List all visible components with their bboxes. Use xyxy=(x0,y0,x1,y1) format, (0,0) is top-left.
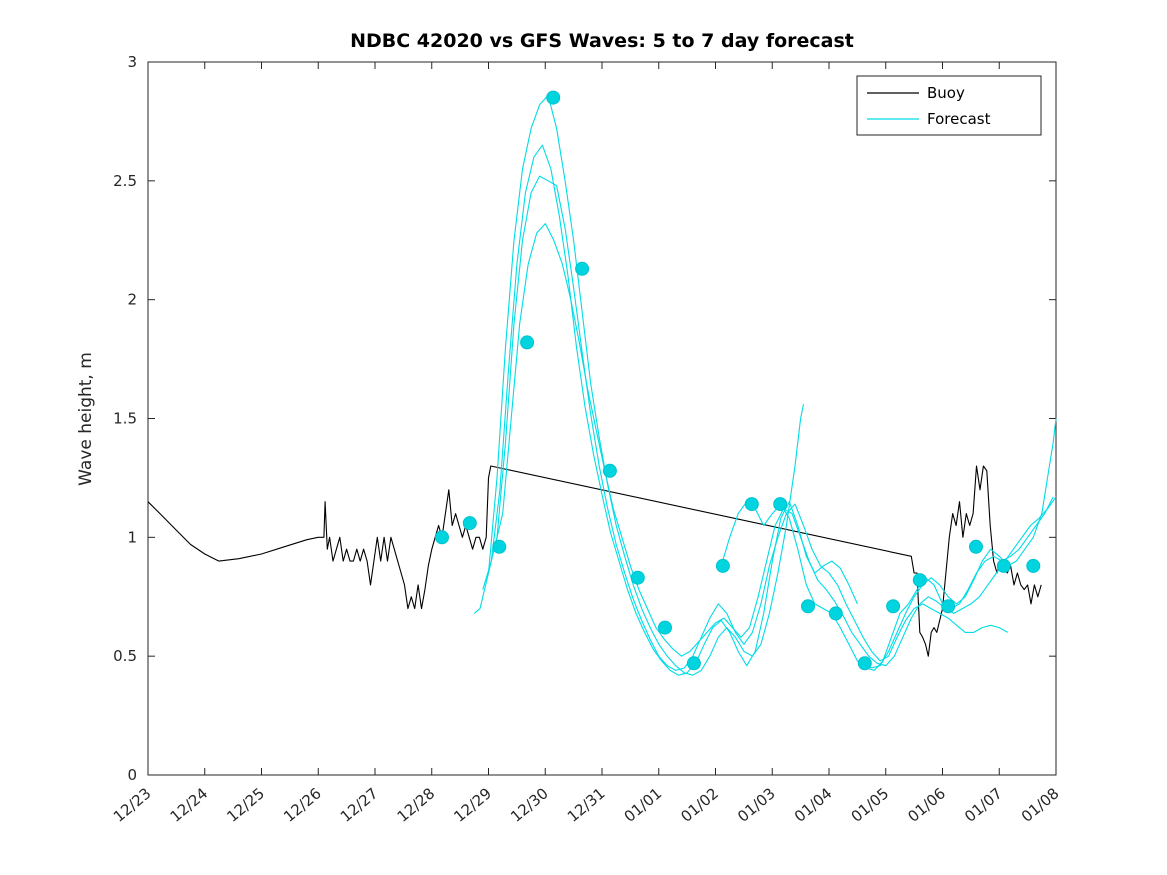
y-tick-label: 2.5 xyxy=(113,172,137,190)
series-buoy xyxy=(147,465,1042,657)
x-tick-label: 12/25 xyxy=(223,784,268,826)
x-tick-label: 12/23 xyxy=(110,784,155,826)
forecast-marker xyxy=(715,558,730,573)
forecast-marker xyxy=(492,539,507,554)
forecast-marker xyxy=(546,90,561,105)
plot-area: 12/23 12/24 12/25 12/26 12/27 12/28 12/29 12/30… xyxy=(110,53,1063,826)
forecast-marker xyxy=(801,599,815,614)
x-tick-label: 01/04 xyxy=(791,784,836,826)
series-forecast-run-2 xyxy=(482,144,858,676)
x-tick-label: 12/26 xyxy=(280,784,325,826)
forecast-marker xyxy=(435,530,449,545)
forecast-marker xyxy=(969,539,983,554)
y-tick-label: 1.5 xyxy=(113,410,137,428)
x-tick-label: 01/07 xyxy=(961,784,1006,826)
forecast-marker xyxy=(630,570,645,585)
y-tick-label: 1 xyxy=(127,528,137,546)
x-tick-label: 12/30 xyxy=(507,784,552,826)
forecast-marker xyxy=(941,599,956,614)
chart-title: NDBC 42020 vs GFS Waves: 5 to 7 day fore… xyxy=(350,30,854,52)
y-tick-label: 0 xyxy=(127,766,137,784)
x-tick-label: 01/02 xyxy=(677,784,722,826)
x-tick-label: 01/08 xyxy=(1018,784,1063,826)
series-forecast-run-4 xyxy=(493,223,1057,667)
x-tick-label: 01/06 xyxy=(904,784,949,826)
forecast-marker xyxy=(520,335,535,350)
legend-box xyxy=(856,75,1042,136)
y-tick-label: 3 xyxy=(127,53,137,71)
x-tick-label: 12/24 xyxy=(167,784,212,826)
y-axis-label: Wave height, m xyxy=(76,352,96,486)
forecast-marker xyxy=(658,620,672,635)
forecast-marker xyxy=(462,516,477,531)
forecast-marker xyxy=(602,463,617,478)
axes-background xyxy=(148,62,1056,775)
forecast-marker xyxy=(1026,558,1041,573)
forecast-marker xyxy=(744,497,759,512)
x-tick-label: 12/28 xyxy=(394,784,439,826)
y-tick-label: 2 xyxy=(127,291,137,309)
x-tick-label: 01/03 xyxy=(734,784,779,826)
forecast-marker xyxy=(828,606,843,621)
forecast-marker xyxy=(686,656,701,671)
forecast-marker xyxy=(886,599,901,614)
forecast-marker xyxy=(857,656,872,671)
y-tick-label: 0.5 xyxy=(113,647,137,665)
forecast-marker xyxy=(912,573,927,588)
forecast-marker xyxy=(996,558,1011,573)
x-tick-label: 12/27 xyxy=(337,784,382,826)
x-tick-label: 01/05 xyxy=(848,784,893,826)
forecast-marker xyxy=(773,497,788,512)
forecast-marker xyxy=(575,261,590,276)
series-forecast-run-3 xyxy=(487,175,1009,671)
legend-forecast-label: Forecast xyxy=(927,110,991,128)
series-forecast-run-6 xyxy=(862,418,1057,669)
x-tick-label: 01/01 xyxy=(621,784,666,826)
legend-buoy-label: Buoy xyxy=(927,84,965,102)
x-tick-label: 12/31 xyxy=(564,784,609,826)
x-tick-label: 12/29 xyxy=(450,784,495,826)
